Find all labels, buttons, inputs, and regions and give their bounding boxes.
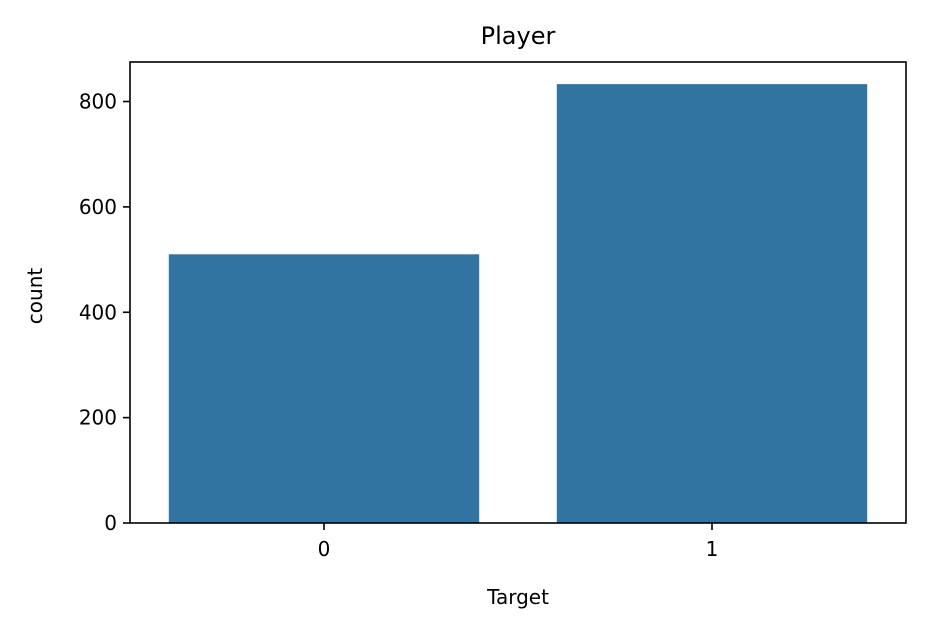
x-tick-label: 1 [706,537,719,561]
bars-group [168,84,868,524]
y-tick-label: 600 [79,195,117,219]
bar-0 [168,254,480,523]
y-tick-label: 0 [104,511,117,535]
y-tick-label: 400 [79,300,117,324]
x-tick-label: 0 [318,537,331,561]
x-axis-label: Target [486,585,549,609]
bar-1 [556,84,868,524]
y-axis-ticks: 0 200 400 600 800 [79,90,130,535]
y-tick-label: 800 [79,90,117,114]
y-tick-label: 200 [79,406,117,430]
y-axis-label: count [23,268,47,325]
plot-frame [129,61,907,524]
chart-title: Player [481,22,556,50]
